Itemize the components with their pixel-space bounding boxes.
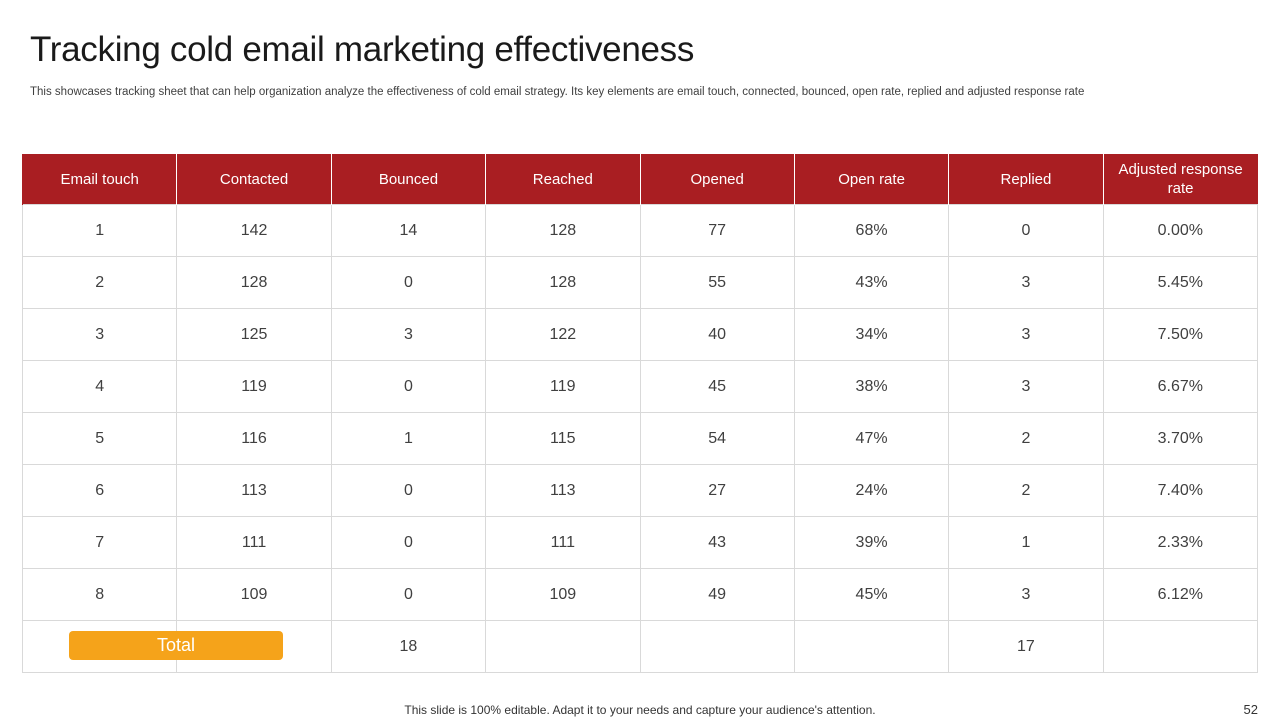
header-open-rate: Open rate (793, 154, 949, 205)
cell-replied: 3 (948, 360, 1104, 413)
cell-adjusted-response-rate: 5.45% (1102, 256, 1259, 309)
table-row: 5 116 1 115 54 47% 2 3.70% (21, 412, 1259, 465)
cell-reached: 115 (485, 412, 641, 465)
table-row: 3 125 3 122 40 34% 3 7.50% (21, 308, 1259, 361)
table-row: 2 128 0 128 55 43% 3 5.45% (21, 256, 1259, 309)
table-row: 8 109 0 109 49 45% 3 6.12% (21, 568, 1259, 621)
cell-adjusted-response-rate: 3.70% (1102, 412, 1259, 465)
table-header-row: Email touch Contacted Bounced Reached Op… (21, 154, 1258, 205)
cell-opened: 55 (639, 256, 795, 309)
cell-bounced: 3 (330, 308, 487, 361)
cell-adjusted-response-rate: 2.33% (1102, 516, 1259, 569)
cell-open-rate: 45% (793, 568, 950, 621)
cell-email-touch: 1 (21, 204, 178, 257)
cell-reached: 119 (485, 360, 641, 413)
cell-contacted: 111 (176, 516, 332, 569)
header-bounced: Bounced (330, 154, 486, 205)
cell-reached: 128 (485, 204, 641, 257)
cell-open-rate: 24% (793, 464, 950, 517)
cell-email-touch: 6 (21, 464, 178, 517)
cell-adjusted-response-rate: 7.50% (1102, 308, 1259, 361)
table-total-row: Total 18 17 (21, 620, 1259, 673)
total-replied: 17 (948, 620, 1104, 673)
header-reached: Reached (485, 154, 640, 205)
table-body: 1 142 14 128 77 68% 0 0.00% 2 128 0 128 55 43% 3 5.45% 3… (21, 204, 1259, 621)
header-replied: Replied (948, 154, 1104, 205)
cell-opened: 45 (639, 360, 795, 413)
table-row: 7 111 0 111 43 39% 1 2.33% (21, 516, 1259, 569)
cell-bounced: 1 (330, 412, 487, 465)
table-row: 1 142 14 128 77 68% 0 0.00% (21, 204, 1259, 257)
cell-replied: 3 (948, 256, 1104, 309)
cell-opened: 54 (639, 412, 795, 465)
tracking-table: Email touch Contacted Bounced Reached Op… (21, 154, 1259, 673)
total-adjusted-response-rate (1102, 620, 1259, 673)
cell-adjusted-response-rate: 7.40% (1102, 464, 1259, 517)
cell-bounced: 0 (330, 464, 487, 517)
cell-contacted: 109 (176, 568, 332, 621)
cell-contacted: 125 (176, 308, 332, 361)
header-contacted: Contacted (176, 154, 332, 205)
cell-replied: 3 (948, 568, 1104, 621)
table-row: 4 119 0 119 45 38% 3 6.67% (21, 360, 1259, 413)
footer-note: This slide is 100% editable. Adapt it to… (404, 703, 876, 717)
cell-reached: 111 (485, 516, 641, 569)
cell-replied: 2 (948, 464, 1104, 517)
cell-contacted: 128 (176, 256, 332, 309)
cell-reached: 109 (485, 568, 641, 621)
cell-opened: 43 (639, 516, 795, 569)
cell-bounced: 0 (330, 256, 487, 309)
cell-contacted: 142 (176, 204, 332, 257)
header-adjusted-response-rate: Adjusted response rate (1102, 154, 1258, 205)
header-opened: Opened (639, 154, 795, 205)
cell-contacted: 119 (176, 360, 332, 413)
cell-open-rate: 38% (793, 360, 950, 413)
total-label-cell: Total (21, 620, 283, 673)
cell-open-rate: 47% (793, 412, 950, 465)
cell-open-rate: 43% (793, 256, 950, 309)
cell-opened: 49 (639, 568, 795, 621)
slide-title: Tracking cold email marketing effectiven… (30, 30, 695, 69)
cell-replied: 1 (948, 516, 1104, 569)
total-bounced: 18 (330, 620, 487, 673)
total-open-rate (793, 620, 950, 673)
cell-bounced: 0 (330, 516, 487, 569)
cell-email-touch: 5 (21, 412, 178, 465)
cell-adjusted-response-rate: 6.12% (1102, 568, 1259, 621)
cell-adjusted-response-rate: 0.00% (1102, 204, 1259, 257)
page-number: 52 (1243, 702, 1258, 717)
cell-open-rate: 34% (793, 308, 950, 361)
slide-subtitle: This showcases tracking sheet that can h… (30, 86, 1085, 98)
cell-adjusted-response-rate: 6.67% (1102, 360, 1259, 413)
cell-bounced: 0 (330, 568, 487, 621)
total-badge: Total (69, 631, 283, 660)
cell-opened: 77 (639, 204, 795, 257)
cell-email-touch: 2 (21, 256, 178, 309)
cell-email-touch: 3 (21, 308, 178, 361)
cell-bounced: 14 (330, 204, 487, 257)
cell-reached: 113 (485, 464, 641, 517)
table-row: 6 113 0 113 27 24% 2 7.40% (21, 464, 1259, 517)
cell-email-touch: 4 (21, 360, 178, 413)
total-opened (639, 620, 795, 673)
total-reached (485, 620, 641, 673)
cell-replied: 0 (948, 204, 1104, 257)
cell-open-rate: 39% (793, 516, 950, 569)
cell-opened: 40 (639, 308, 795, 361)
cell-contacted: 116 (176, 412, 332, 465)
cell-email-touch: 7 (21, 516, 178, 569)
cell-replied: 2 (948, 412, 1104, 465)
cell-reached: 122 (485, 308, 641, 361)
cell-open-rate: 68% (793, 204, 950, 257)
cell-bounced: 0 (330, 360, 487, 413)
header-email-touch: Email touch (21, 154, 177, 205)
cell-contacted: 113 (176, 464, 332, 517)
cell-replied: 3 (948, 308, 1104, 361)
cell-reached: 128 (485, 256, 641, 309)
cell-email-touch: 8 (21, 568, 178, 621)
cell-opened: 27 (639, 464, 795, 517)
